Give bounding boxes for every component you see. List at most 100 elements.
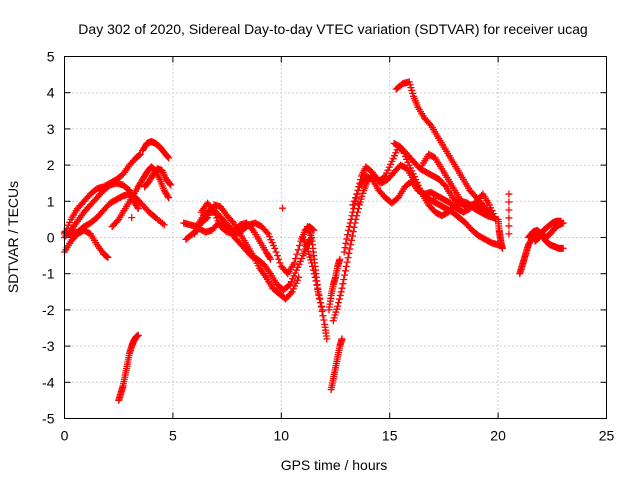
y-tick-label: 1 (47, 193, 55, 209)
data-point (318, 306, 326, 314)
data-point (351, 194, 359, 202)
data-point (464, 205, 472, 213)
data-point (103, 253, 111, 261)
data-point (271, 244, 279, 252)
data-point (266, 255, 274, 263)
series-track-15 (327, 335, 346, 394)
series-track-26 (531, 217, 565, 245)
data-point (165, 194, 173, 202)
data-point (505, 206, 513, 214)
data-point (165, 154, 173, 162)
data-point (341, 267, 349, 275)
y-axis-title: SDTVAR / TECUs (5, 181, 21, 293)
data-point (279, 204, 287, 212)
y-tick-label: 4 (47, 85, 55, 101)
data-point (336, 291, 344, 299)
data-point (293, 250, 301, 258)
data-point (341, 271, 349, 279)
data-point (134, 205, 142, 213)
data-point (266, 254, 274, 262)
data-point (481, 206, 489, 214)
data-point (275, 255, 283, 263)
y-tick-label: -4 (42, 374, 55, 390)
x-tick-label: 5 (169, 428, 177, 444)
y-tick-label: -2 (42, 302, 55, 318)
data-point (349, 228, 357, 236)
data-point (348, 212, 356, 220)
data-point (347, 215, 355, 223)
series-track-14 (303, 223, 326, 314)
data-point (104, 253, 112, 261)
data-point (314, 288, 322, 296)
data-point (336, 255, 344, 263)
data-point (505, 214, 513, 222)
data-point (441, 181, 449, 189)
y-tick-label: 0 (47, 230, 55, 246)
series-track-19 (349, 172, 500, 223)
data-point (113, 217, 121, 225)
series-track-23 (494, 215, 506, 252)
data-point (315, 291, 323, 299)
data-point (350, 223, 358, 231)
chart-title: Day 302 of 2020, Sidereal Day-to-day VTE… (78, 21, 587, 37)
data-point (295, 273, 303, 281)
data-point (292, 254, 300, 262)
data-point (340, 248, 348, 256)
data-point (342, 262, 350, 270)
x-tick-label: 0 (61, 428, 69, 444)
data-point (480, 206, 488, 214)
data-point (160, 221, 168, 229)
data-point (557, 217, 565, 225)
data-point (285, 282, 293, 290)
y-tick-label: 2 (47, 157, 55, 173)
data-point (263, 228, 271, 236)
data-point (380, 173, 388, 181)
data-point (344, 231, 352, 239)
data-point (136, 151, 144, 159)
data-point (337, 288, 345, 296)
data-point (166, 180, 174, 188)
data-point (294, 246, 302, 254)
data-point (491, 214, 499, 222)
data-point (276, 259, 284, 267)
data-point (323, 335, 331, 343)
data-point (342, 239, 350, 247)
x-tick-label: 25 (599, 428, 615, 444)
series-track-22 (418, 150, 472, 213)
data-point (320, 316, 328, 324)
data-point (505, 198, 513, 206)
data-point (462, 203, 470, 211)
series-track-12 (197, 199, 274, 263)
data-point (559, 244, 567, 252)
series-track-4 (61, 190, 168, 238)
data-point (202, 215, 210, 223)
series-track-3 (61, 226, 112, 261)
data-point (345, 226, 353, 234)
data-point (341, 244, 349, 252)
data-point (426, 120, 434, 128)
data-point (338, 335, 346, 343)
data-point (340, 275, 348, 283)
data-point (133, 203, 141, 211)
data-point (334, 302, 342, 310)
data-point (429, 195, 437, 203)
data-point (167, 181, 175, 189)
data-point (346, 245, 354, 253)
data-point (134, 331, 142, 339)
data-point (505, 190, 513, 198)
series-track-20 (392, 78, 500, 223)
data-point (317, 299, 325, 307)
data-point (505, 230, 513, 238)
series-track-5 (108, 163, 173, 231)
data-point (272, 248, 280, 256)
series-track-8 (115, 331, 142, 404)
series-track-25 (524, 219, 567, 241)
data-point (338, 284, 346, 292)
data-point (345, 223, 353, 231)
data-point (228, 218, 236, 226)
x-tick-label: 10 (274, 428, 290, 444)
y-tick-label: -3 (42, 338, 55, 354)
data-point (349, 208, 357, 216)
data-point (316, 295, 324, 303)
